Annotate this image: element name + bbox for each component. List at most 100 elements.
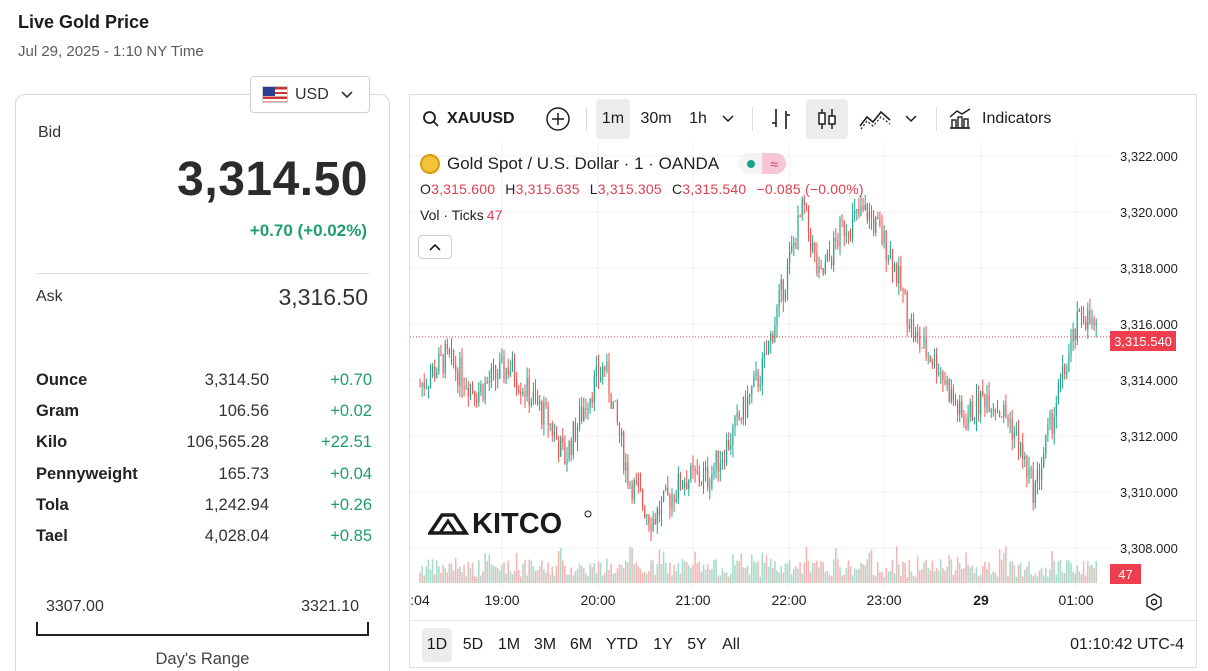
range-ytd-button[interactable]: YTD	[606, 636, 638, 653]
range-1d-button[interactable]: 1D	[422, 628, 452, 662]
volume-bar	[578, 563, 581, 583]
volume-bar	[559, 547, 562, 583]
unit-change: +0.04	[330, 464, 372, 483]
candle-body	[1087, 310, 1089, 329]
volume-bar	[604, 572, 606, 583]
unit-name: Ounce	[36, 371, 88, 390]
volume-bar	[629, 546, 631, 583]
candle-body	[990, 410, 992, 412]
range-all-button[interactable]: All	[722, 636, 740, 653]
candlestick-plot[interactable]	[410, 143, 1110, 588]
candle-body	[793, 243, 795, 245]
interval-dropdown[interactable]	[716, 99, 740, 139]
volume-bar	[475, 576, 478, 583]
volume-bar	[940, 559, 942, 583]
range-5d-button[interactable]: 5D	[462, 636, 484, 653]
volume-bar	[877, 562, 879, 583]
candle-body	[1049, 412, 1051, 425]
volume-bar	[746, 565, 749, 583]
volume-bar	[807, 560, 810, 583]
candle-body	[740, 419, 742, 421]
candle-body	[694, 468, 696, 471]
volume-bar	[683, 561, 686, 583]
volume-bar	[954, 570, 957, 583]
volume-bar	[545, 572, 547, 583]
volume-bar	[490, 564, 493, 583]
chart-settings-icon[interactable]	[1144, 592, 1164, 612]
volume-bar	[914, 576, 917, 583]
volume-bar	[839, 566, 841, 583]
candle-body	[652, 519, 654, 531]
interval-1h[interactable]: 1h	[689, 110, 707, 127]
candle-body	[444, 343, 446, 373]
volume-bar	[826, 570, 829, 583]
volume-bar	[967, 564, 969, 583]
range-5y-button[interactable]: 5Y	[687, 636, 707, 653]
bars-style-button[interactable]	[764, 99, 798, 139]
collapse-legend-button[interactable]	[418, 235, 452, 259]
candle-body	[1005, 405, 1007, 417]
interval-30m[interactable]: 30m	[640, 110, 672, 127]
range-3m-button[interactable]: 3M	[533, 636, 557, 653]
volume-bar	[893, 573, 896, 583]
candles-style-button[interactable]	[806, 99, 848, 139]
volume-bar	[1078, 571, 1081, 583]
volume-bar	[480, 575, 482, 583]
candle-body	[868, 212, 870, 221]
volume-bar	[606, 558, 608, 583]
candle-body	[877, 217, 879, 220]
range-1y-button[interactable]: 1Y	[653, 636, 673, 653]
candle-body	[532, 391, 534, 402]
candle-body	[822, 268, 824, 274]
status-pill[interactable]: ≈	[739, 153, 787, 174]
candle-body	[938, 373, 940, 376]
candle-body	[845, 233, 847, 236]
candle-body	[658, 508, 660, 516]
volume-bar	[927, 567, 929, 583]
candle-body	[537, 396, 539, 405]
candle-body	[474, 390, 476, 399]
bid-change: +0.70 (+0.02%)	[249, 221, 367, 240]
candle-body	[921, 347, 923, 349]
candle-body	[980, 391, 982, 415]
candle-body	[654, 519, 656, 525]
interval-1m[interactable]: 1m	[596, 99, 630, 139]
volume-bar	[862, 564, 864, 583]
volume-bar	[780, 566, 782, 583]
candle-body	[656, 508, 658, 525]
volume-bar	[1024, 569, 1026, 583]
range-1m-button[interactable]: 1M	[497, 636, 521, 653]
volume-bar	[748, 574, 751, 583]
unit-row-pennyweight: Pennyweight 165.73 +0.04	[36, 459, 372, 490]
current-price-tag: 3,315.540	[1110, 331, 1176, 351]
candle-body	[448, 349, 450, 355]
time-tick: 20:00	[580, 592, 616, 608]
volume-bar	[1049, 569, 1051, 583]
range-6m-button[interactable]: 6M	[569, 636, 593, 653]
area-style-button[interactable]	[856, 99, 894, 139]
price-axis[interactable]: 3,322.000 3,320.000 3,318.000 3,316.000 …	[1110, 143, 1196, 588]
unit-price: 106.56	[218, 402, 269, 421]
candle-body	[975, 392, 978, 419]
candle-body	[528, 377, 530, 406]
candle-body	[992, 408, 994, 411]
volume-bar	[864, 565, 866, 583]
candle-body	[988, 394, 990, 412]
chart-type-dropdown[interactable]	[900, 99, 922, 139]
volume-bar	[757, 561, 759, 583]
indicators-button[interactable]: Indicators	[948, 99, 1070, 139]
candle-body	[595, 366, 597, 376]
compare-button[interactable]	[542, 99, 574, 139]
time-tick: 22:00	[771, 592, 807, 608]
volume-bar	[889, 570, 892, 583]
volume-bar	[616, 568, 619, 583]
price-tick: 3,312.000	[1120, 429, 1178, 444]
volume-bar	[740, 553, 743, 583]
currency-select[interactable]: USD	[250, 76, 370, 113]
candle-body	[814, 243, 816, 253]
symbol-search-button[interactable]: XAUUSD	[422, 99, 522, 139]
time-axis[interactable]: :04 19:00 20:00 21:00 22:00 23:00 29 01:…	[410, 590, 1110, 610]
volume-bar	[702, 564, 705, 583]
volume-bar	[1091, 564, 1093, 583]
candle-body	[696, 470, 698, 473]
